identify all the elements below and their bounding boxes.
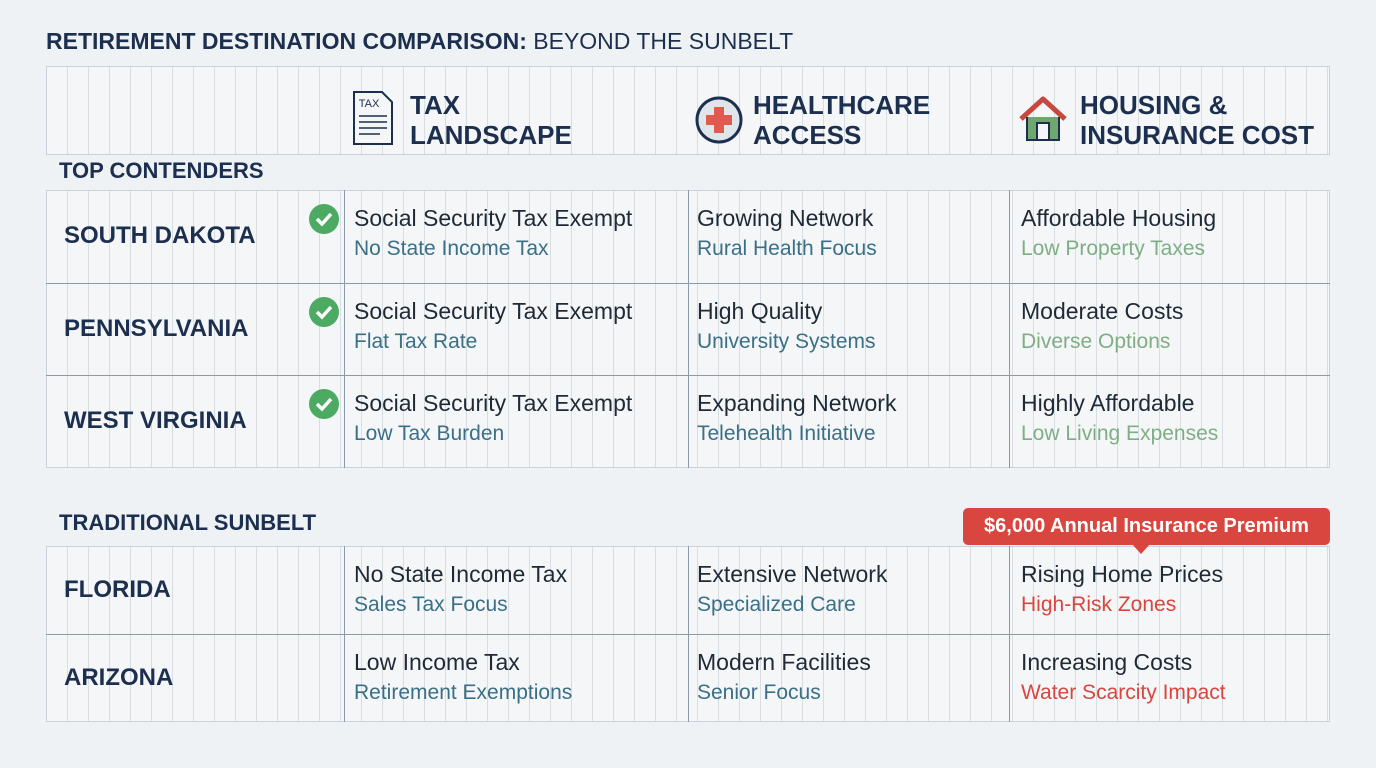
cell-sub: University Systems xyxy=(697,329,876,353)
column-header: LANDSCAPE xyxy=(410,120,572,150)
column-header: ACCESS xyxy=(753,120,862,150)
callout: $6,000 Annual Insurance Premium xyxy=(963,508,1330,545)
column-divider xyxy=(1009,190,1010,468)
cell-sub: Retirement Exemptions xyxy=(354,681,573,704)
cell-main: Affordable Housing xyxy=(1021,205,1217,231)
cell-main: Moderate Costs xyxy=(1021,297,1184,324)
check-icon xyxy=(309,389,339,419)
tax-icon: TAX xyxy=(353,91,393,145)
check-icon xyxy=(309,204,339,234)
cell-main: Highly Affordable xyxy=(1021,390,1195,416)
cell-main: Social Security Tax Exempt xyxy=(354,390,633,416)
cell-main: Social Security Tax Exempt xyxy=(354,297,633,324)
cell-main: High Quality xyxy=(697,297,823,324)
column-divider xyxy=(688,190,689,468)
cell-main: Modern Facilities xyxy=(697,649,871,675)
check-icon xyxy=(309,296,339,327)
row-divider xyxy=(46,282,1330,284)
cell-sub: Specialized Care xyxy=(697,593,856,616)
cell-main: Low Income Tax xyxy=(354,649,520,675)
cell-main: No State Income Tax xyxy=(354,561,568,587)
cell-main: Extensive Network xyxy=(697,561,888,587)
cell-sub: Telehealth Initiative xyxy=(697,422,876,445)
column-header: HOUSING & xyxy=(1080,90,1228,120)
column-header: TAX xyxy=(410,90,461,120)
cell-sub: Senior Focus xyxy=(697,681,821,704)
cell-sub: Flat Tax Rate xyxy=(354,329,478,353)
row-name: FLORIDA xyxy=(64,576,171,603)
cell-sub: Rural Health Focus xyxy=(697,237,877,260)
cell-main: Social Security Tax Exempt xyxy=(354,205,633,231)
cell-main: Rising Home Prices xyxy=(1021,561,1223,587)
row-divider xyxy=(46,634,1330,635)
cell-sub: High-Risk Zones xyxy=(1021,593,1177,616)
house-icon xyxy=(1019,96,1067,141)
cell-main: Growing Network xyxy=(697,205,874,231)
title-bold: RETIREMENT DESTINATION COMPARISON: xyxy=(46,28,527,54)
cell-main: Expanding Network xyxy=(697,390,897,416)
cell-sub: Diverse Options xyxy=(1021,329,1171,353)
callout-pointer xyxy=(1132,544,1150,554)
row-name: SOUTH DAKOTA xyxy=(64,222,256,250)
row-name: WEST VIRGINIA xyxy=(64,407,247,435)
section-label: TRADITIONAL SUNBELT xyxy=(59,510,317,535)
cell-sub: Water Scarcity Impact xyxy=(1021,681,1226,704)
cell-sub: Sales Tax Focus xyxy=(354,593,508,616)
column-header: INSURANCE COST xyxy=(1080,120,1315,150)
row-name: PENNSYLVANIA xyxy=(64,314,249,342)
column-divider xyxy=(344,190,345,468)
row-name: ARIZONA xyxy=(64,664,174,691)
title-rest: BEYOND THE SUNBELT xyxy=(533,28,794,54)
row-divider xyxy=(46,375,1330,376)
cell-sub: Low Living Expenses xyxy=(1021,422,1219,445)
cell-main: Increasing Costs xyxy=(1021,649,1193,675)
title: RETIREMENT DESTINATION COMPARISON: BEYON… xyxy=(46,28,793,55)
health-icon xyxy=(695,96,743,144)
cell-sub: Low Tax Burden xyxy=(354,422,505,445)
column-header: HEALTHCARE xyxy=(753,90,931,120)
cell-sub: No State Income Tax xyxy=(354,237,549,260)
tax-icon-label: TAX xyxy=(359,98,380,110)
cell-sub: Low Property Taxes xyxy=(1021,237,1206,260)
header-band xyxy=(46,66,1330,155)
section-label: TOP CONTENDERS xyxy=(59,158,264,183)
